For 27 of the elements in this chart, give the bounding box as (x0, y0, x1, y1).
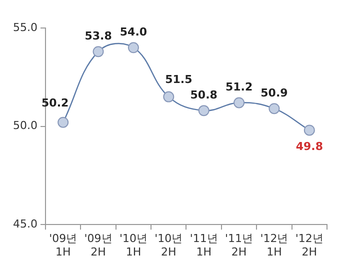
point (234, 97, 245, 108)
x-tick-label: '12년 2H (295, 232, 324, 258)
point (304, 124, 315, 136)
point (198, 105, 210, 116)
data-label: 51.5 (165, 72, 192, 86)
point (128, 42, 139, 54)
data-label: 53.8 (84, 30, 112, 43)
data-label: 51.2 (225, 80, 253, 94)
point (268, 103, 280, 114)
y-tick-label: 50.0 (12, 119, 38, 132)
x-tick-label: '11년 1H (190, 232, 218, 258)
y-tick-label: 45.0 (12, 217, 38, 230)
data-label: 54.0 (120, 26, 148, 39)
data-label: 50.8 (190, 88, 218, 102)
point (92, 46, 104, 58)
data-label: 49.8 (296, 140, 323, 154)
x-tick-label: '10년 2H (154, 232, 183, 258)
x-tick-label: '12년 1H (260, 232, 288, 258)
y-tick-label: 55.0 (12, 20, 38, 34)
data-label: 50.2 (42, 96, 69, 110)
x-tick-label: '10년 1H (119, 232, 148, 258)
x-tick-label: '09년 1H (49, 232, 78, 258)
point (163, 91, 174, 102)
data-label: 50.9 (260, 86, 288, 100)
point (58, 116, 69, 128)
x-tick-label: '09년 2H (84, 232, 112, 258)
x-tick-label: '11년 2H (225, 232, 254, 258)
